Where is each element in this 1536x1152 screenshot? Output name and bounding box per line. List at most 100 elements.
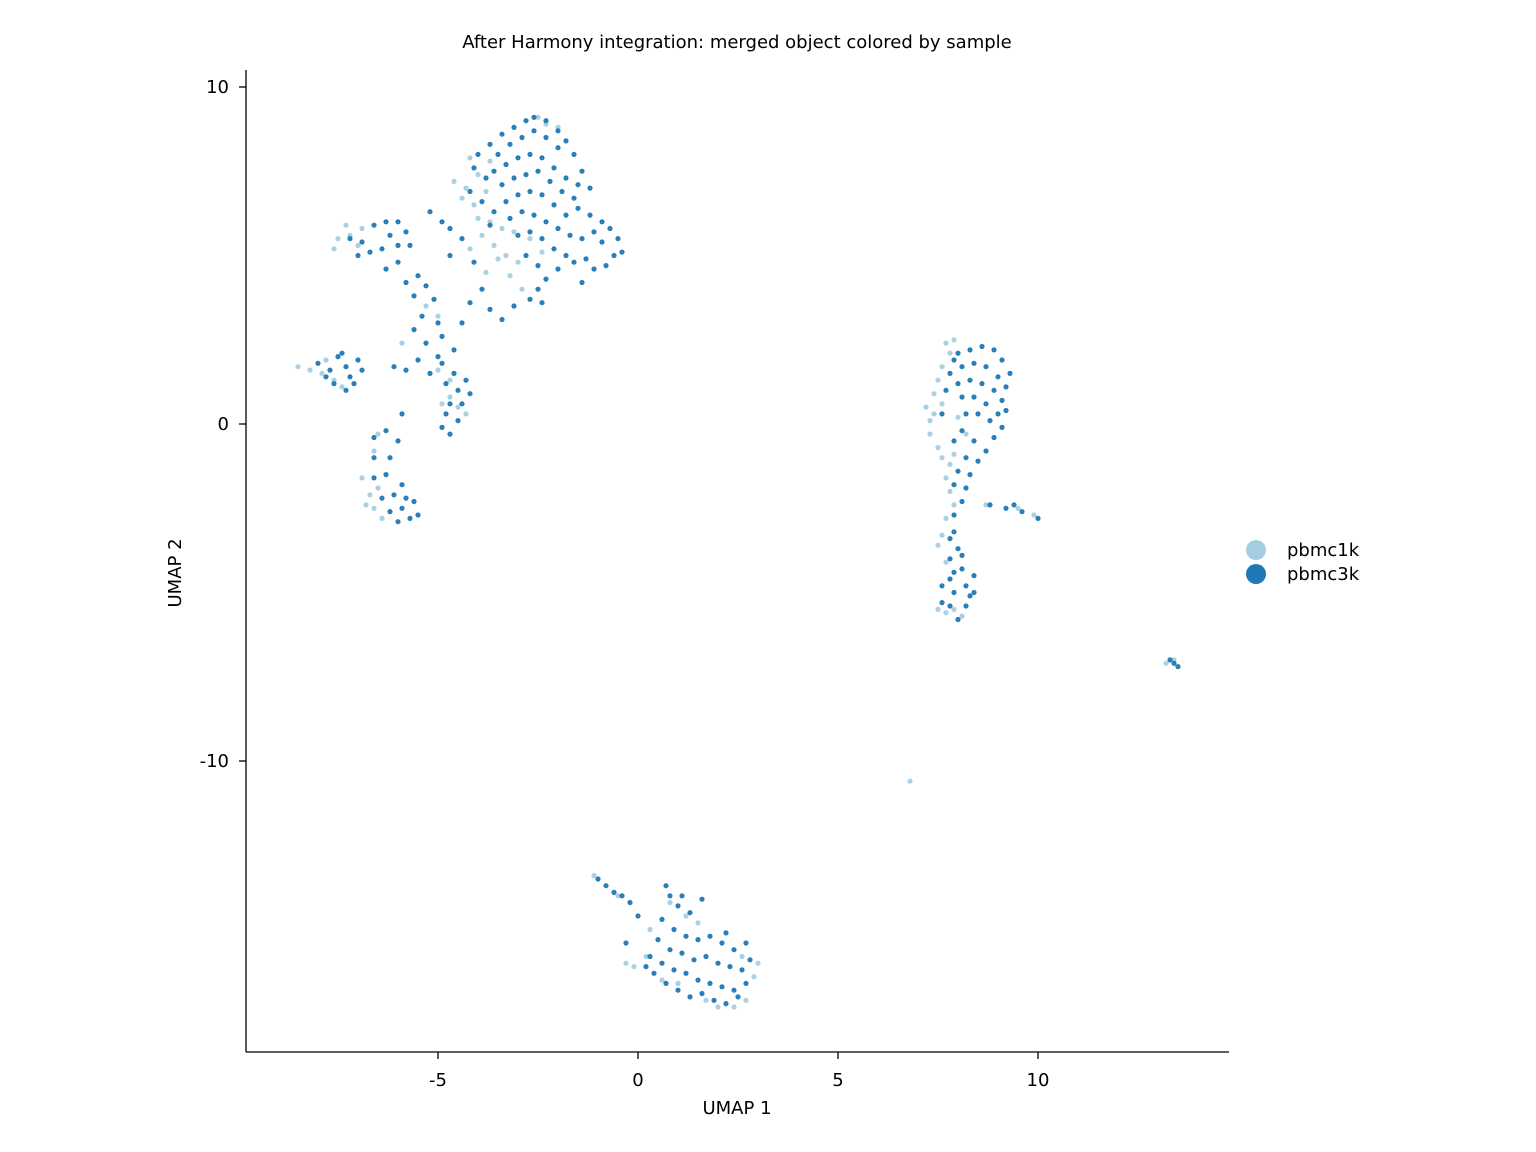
data-point-pbmc1k-75	[935, 606, 941, 613]
data-point-pbmc3k-121	[551, 202, 557, 208]
data-point-pbmc1k-78	[959, 613, 965, 619]
data-point-pbmc1k-44	[507, 273, 513, 279]
data-point-pbmc1k-94	[703, 997, 709, 1003]
data-point-pbmc3k-237	[687, 910, 693, 916]
data-point-pbmc3k-13	[359, 239, 365, 245]
data-point-pbmc3k-182	[999, 424, 1005, 430]
data-point-pbmc3k-73	[439, 219, 445, 225]
data-point-pbmc1k-91	[643, 953, 649, 960]
data-point-pbmc3k-123	[575, 205, 581, 211]
data-point-pbmc3k-132	[507, 215, 513, 221]
data-point-pbmc1k-9	[343, 222, 349, 228]
data-point-pbmc3k-239	[671, 926, 677, 933]
data-point-pbmc3k-222	[987, 502, 993, 508]
data-point-pbmc1k-77	[951, 606, 957, 613]
data-point-pbmc3k-2	[335, 354, 341, 360]
data-point-pbmc3k-206	[947, 603, 953, 609]
data-point-pbmc3k-258	[695, 977, 701, 983]
data-point-pbmc3k-7	[339, 350, 345, 356]
data-point-pbmc3k-31	[419, 313, 425, 319]
data-point-pbmc1k-97	[743, 997, 749, 1003]
data-point-pbmc3k-120	[539, 192, 545, 198]
data-point-pbmc1k-71	[943, 515, 949, 522]
data-point-pbmc1k-56	[923, 404, 929, 410]
data-point-pbmc3k-23	[395, 219, 401, 225]
data-point-pbmc3k-204	[951, 589, 957, 596]
data-point-pbmc1k-64	[943, 340, 949, 346]
data-point-pbmc1k-50	[487, 158, 493, 164]
data-point-pbmc3k-212	[939, 583, 945, 589]
data-point-pbmc1k-52	[535, 114, 541, 120]
data-point-pbmc3k-276	[743, 940, 749, 946]
data-point-pbmc3k-104	[515, 155, 521, 161]
data-point-pbmc1k-63	[947, 350, 953, 356]
data-point-pbmc3k-27	[415, 273, 421, 279]
data-point-pbmc3k-100	[543, 134, 549, 141]
data-point-pbmc1k-57	[931, 391, 937, 397]
data-point-pbmc1k-74	[943, 559, 949, 565]
data-point-pbmc3k-248	[691, 957, 697, 963]
data-point-pbmc3k-165	[991, 347, 997, 353]
data-point-pbmc1k-2	[319, 370, 325, 376]
data-point-pbmc3k-223	[1003, 505, 1009, 511]
data-point-pbmc3k-68	[415, 512, 421, 518]
data-point-pbmc3k-217	[947, 370, 953, 376]
data-point-pbmc3k-12	[347, 236, 353, 242]
data-point-pbmc3k-33	[411, 327, 417, 333]
data-point-pbmc1k-84	[1031, 512, 1037, 518]
data-point-pbmc3k-62	[379, 495, 385, 501]
data-point-pbmc3k-60	[395, 519, 401, 525]
data-point-pbmc3k-227	[1167, 657, 1173, 663]
data-point-pbmc3k-149	[539, 300, 545, 306]
data-point-pbmc3k-52	[403, 367, 409, 373]
data-point-pbmc3k-1	[327, 367, 333, 373]
data-point-pbmc3k-21	[355, 252, 361, 259]
x-tick-label: 0	[632, 1070, 643, 1091]
data-point-pbmc3k-177	[999, 397, 1005, 403]
data-point-pbmc1k-19	[371, 448, 377, 454]
data-point-pbmc3k-151	[471, 165, 477, 171]
data-point-pbmc1k-96	[731, 1004, 737, 1010]
data-point-pbmc3k-101	[555, 145, 561, 151]
data-point-pbmc1k-72	[939, 532, 945, 538]
data-point-pbmc1k-95	[715, 1004, 721, 1010]
data-point-pbmc3k-155	[487, 222, 493, 228]
data-point-pbmc1k-30	[451, 178, 457, 184]
data-point-pbmc1k-47	[527, 236, 533, 242]
data-point-pbmc3k-181	[995, 411, 1001, 417]
data-point-pbmc3k-124	[587, 212, 593, 218]
data-point-pbmc3k-250	[715, 960, 721, 966]
data-point-pbmc3k-261	[731, 987, 737, 993]
data-point-pbmc3k-224	[1019, 509, 1025, 515]
data-point-pbmc3k-119	[527, 188, 533, 195]
data-point-pbmc1k-60	[939, 455, 945, 461]
data-point-pbmc3k-129	[611, 252, 617, 259]
data-point-pbmc3k-246	[667, 947, 673, 953]
data-point-pbmc3k-176	[991, 387, 997, 393]
data-point-pbmc3k-96	[495, 151, 501, 157]
data-point-pbmc1k-106	[755, 960, 761, 966]
data-point-pbmc3k-259	[707, 980, 713, 987]
data-point-pbmc3k-179	[971, 394, 977, 400]
data-point-pbmc3k-117	[503, 199, 509, 205]
data-point-pbmc3k-232	[611, 889, 617, 896]
data-point-pbmc3k-78	[479, 286, 485, 292]
data-point-pbmc3k-28	[423, 283, 429, 289]
data-point-pbmc3k-22	[407, 242, 413, 248]
data-point-pbmc3k-9	[359, 367, 365, 373]
data-point-pbmc3k-85	[487, 141, 493, 147]
data-point-pbmc3k-74	[447, 225, 453, 232]
data-point-pbmc3k-202	[947, 576, 953, 582]
x-tick-label: 5	[832, 1070, 843, 1091]
data-point-pbmc3k-257	[683, 970, 689, 976]
data-point-pbmc3k-116	[571, 195, 577, 201]
data-point-pbmc3k-198	[951, 529, 957, 535]
data-point-pbmc3k-42	[447, 401, 453, 407]
data-point-pbmc1k-12	[359, 475, 365, 481]
data-point-pbmc3k-256	[671, 967, 677, 973]
data-point-pbmc3k-234	[627, 899, 633, 906]
data-point-pbmc3k-63	[411, 498, 417, 505]
data-point-pbmc1k-25	[439, 401, 445, 407]
data-point-pbmc3k-200	[947, 556, 953, 562]
